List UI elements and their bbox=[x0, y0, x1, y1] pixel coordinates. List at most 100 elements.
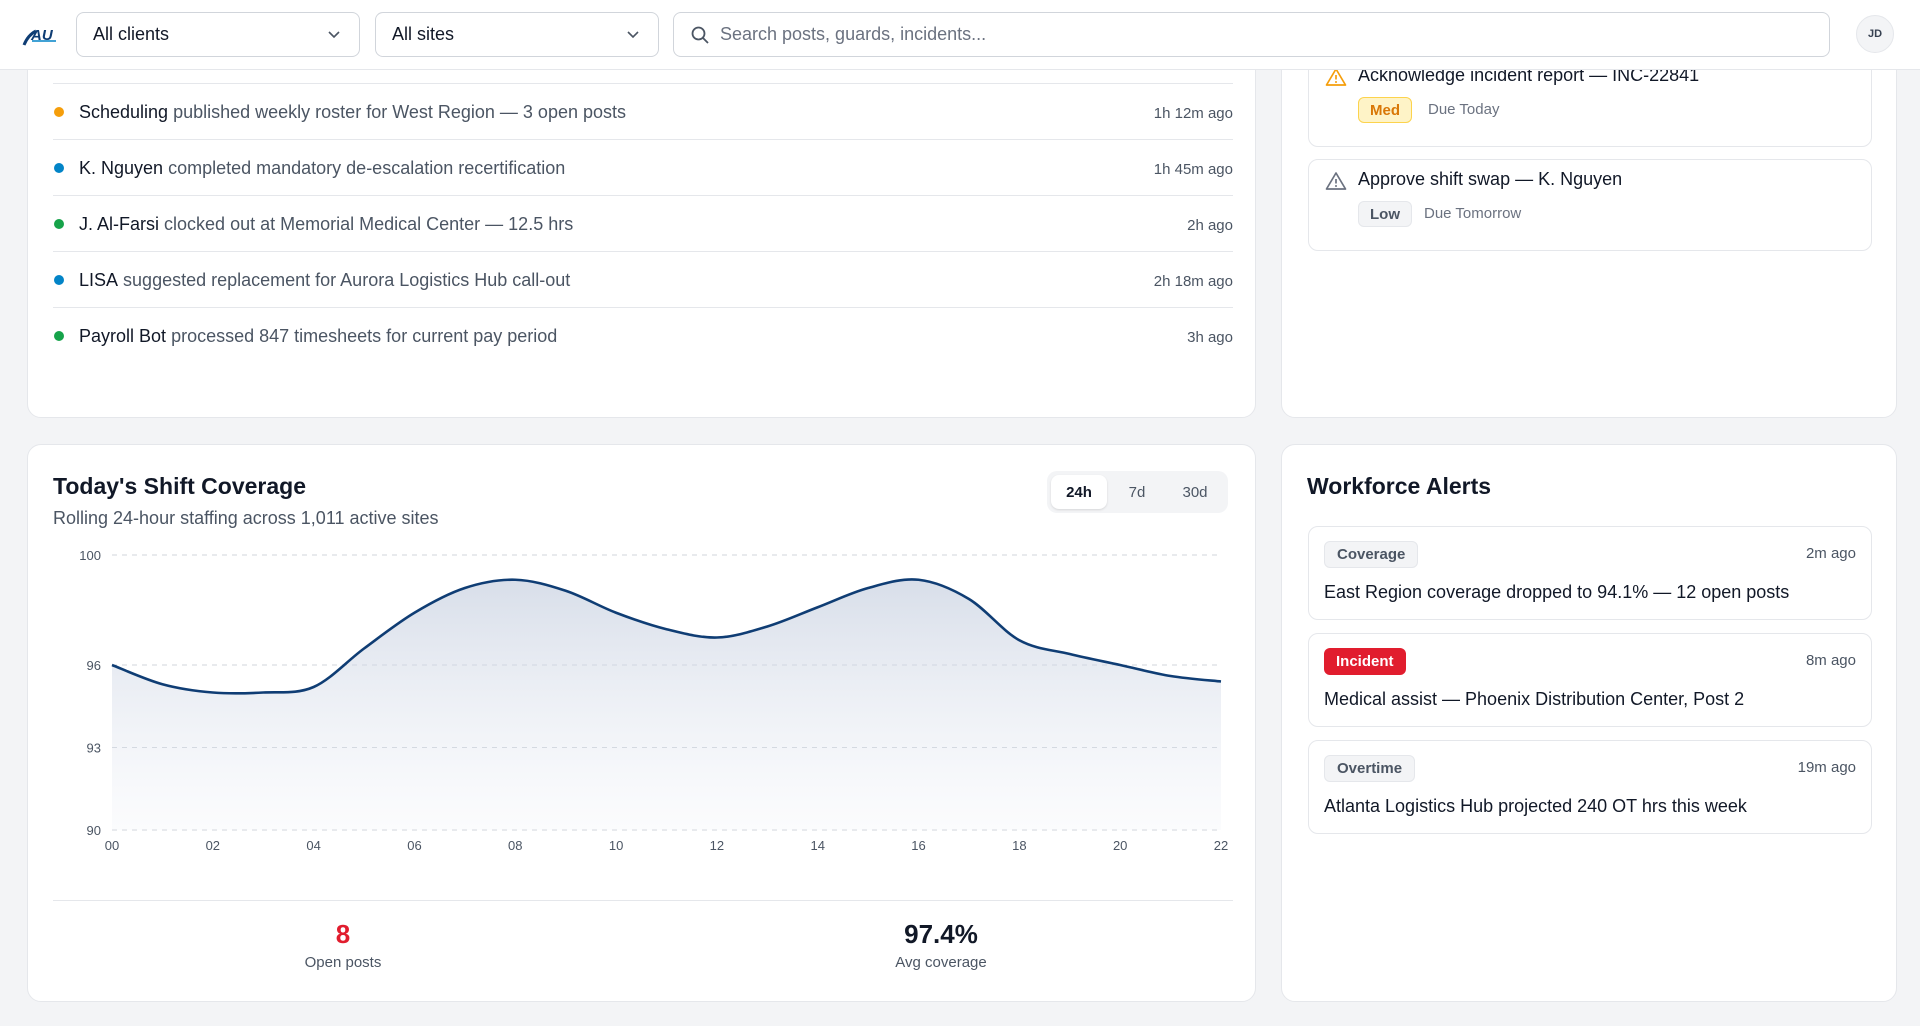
top-bar: AU All clients All sites Search posts, g… bbox=[0, 0, 1920, 70]
shift-coverage-card: Today's Shift Coverage Rolling 24-hour s… bbox=[27, 444, 1256, 1002]
range-option-7d[interactable]: 7d bbox=[1128, 483, 1146, 501]
workforce-alerts-card: Workforce Alerts Coverage 2m ago East Regi… bbox=[1281, 444, 1897, 1002]
warning-triangle-icon bbox=[1325, 172, 1347, 190]
stat-open-posts-value: 8 bbox=[335, 919, 351, 949]
approval-title: Acknowledge incident report — INC-22841 bbox=[1358, 65, 1700, 85]
client-filter-select[interactable]: All clients bbox=[76, 12, 360, 57]
stat-open-posts: 8 Open posts bbox=[223, 919, 463, 971]
x-tick-label: 04 bbox=[306, 838, 320, 853]
alerts-title: Workforce Alerts bbox=[1307, 473, 1492, 499]
activity-message: Scheduling published weekly roster for W… bbox=[79, 102, 626, 123]
x-tick-label: 20 bbox=[1113, 838, 1127, 853]
user-avatar[interactable]: JD bbox=[1856, 15, 1894, 53]
site-filter-value: All sites bbox=[392, 24, 455, 44]
priority-badge: Low bbox=[1358, 201, 1412, 227]
alert-message: Atlanta Logistics Hub projected 240 OT h… bbox=[1324, 796, 1747, 816]
alert-type-badge: Incident bbox=[1324, 648, 1406, 675]
site-filter-select[interactable]: All sites bbox=[375, 12, 659, 57]
stat-avg-coverage-value: 97.4% bbox=[904, 919, 978, 949]
alert-type-badge: Coverage bbox=[1324, 541, 1419, 568]
alert-message: Medical assist — Phoenix Distribution Ce… bbox=[1324, 689, 1745, 709]
activity-actor: Scheduling bbox=[79, 102, 169, 122]
x-tick-label: 18 bbox=[1012, 838, 1026, 853]
approval-item[interactable]: Approve shift swap — K. Nguyen Low Due Tom… bbox=[1308, 159, 1872, 251]
coverage-title: Today's Shift Coverage bbox=[53, 473, 306, 499]
priority-badge: Med bbox=[1358, 97, 1412, 123]
activity-time: 1h 45m ago bbox=[1153, 161, 1233, 178]
stat-open-posts-label: Open posts bbox=[304, 954, 382, 971]
alert-message: East Region coverage dropped to 94.1% — … bbox=[1324, 582, 1790, 602]
y-tick-label: 96 bbox=[87, 658, 101, 673]
y-tick-label: 100 bbox=[79, 548, 101, 563]
status-dot bbox=[54, 219, 64, 229]
activity-actor: J. Al-Farsi bbox=[79, 214, 160, 234]
x-tick-label: 22 bbox=[1214, 838, 1228, 853]
x-tick-label: 10 bbox=[609, 838, 623, 853]
stats-divider bbox=[53, 900, 1233, 901]
activity-actor: K. Nguyen bbox=[79, 158, 164, 178]
x-tick-label: 08 bbox=[508, 838, 522, 853]
alert-time: 2m ago bbox=[1805, 545, 1856, 562]
svg-text:AU: AU bbox=[30, 27, 54, 44]
activity-message: K. Nguyen completed mandatory de-escalat… bbox=[79, 158, 565, 179]
chevron-down-icon bbox=[328, 31, 340, 39]
client-filter-value: All clients bbox=[93, 24, 170, 44]
y-tick-label: 90 bbox=[87, 823, 101, 838]
status-dot bbox=[54, 107, 64, 117]
alert-time: 19m ago bbox=[1797, 759, 1856, 776]
coverage-series-line[interactable] bbox=[111, 578, 1222, 695]
company-logo[interactable]: AU bbox=[22, 21, 58, 49]
time-range-toggle: 24h 7d 30d bbox=[1047, 471, 1228, 513]
activity-actor: Payroll Bot bbox=[79, 326, 167, 346]
stat-avg-coverage: 97.4% Avg coverage bbox=[821, 919, 1061, 971]
status-dot bbox=[54, 163, 64, 173]
activity-message: LISA suggested replacement for Aurora Lo… bbox=[79, 270, 570, 291]
coverage-area-chart: 90 93 96 100 00 02 04 06 08 10 12 14 16 18 20 22 bbox=[79, 548, 1228, 853]
activity-feed-card: HELIAUS flagged motion anomaly at Phoeni… bbox=[27, 20, 1256, 418]
activity-time: 1h 12m ago bbox=[1153, 105, 1233, 122]
activity-text: suggested replacement for Aurora Logisti… bbox=[123, 270, 571, 290]
approval-due: Due Tomorrow bbox=[1424, 205, 1522, 222]
activity-text: published weekly roster for West Region … bbox=[173, 102, 626, 122]
pending-approvals-card: Acknowledge incident report — INC-22841 M… bbox=[1281, 20, 1897, 418]
activity-actor: LISA bbox=[79, 270, 119, 290]
chevron-down-icon bbox=[627, 31, 639, 39]
status-dot bbox=[54, 331, 64, 341]
activity-text: clocked out at Memorial Medical Center —… bbox=[164, 214, 574, 234]
x-tick-label: 16 bbox=[911, 838, 925, 853]
range-option-24h[interactable]: 24h bbox=[1051, 475, 1107, 509]
activity-message: Payroll Bot processed 847 timesheets for… bbox=[79, 326, 557, 347]
alert-type-badge: Overtime bbox=[1324, 755, 1416, 782]
activity-item[interactable]: J. Al-Farsi clocked out at Memorial Medi… bbox=[53, 196, 1233, 252]
stat-avg-coverage-label: Avg coverage bbox=[895, 954, 987, 971]
approval-title: Approve shift swap — K. Nguyen bbox=[1358, 169, 1623, 189]
alert-time: 8m ago bbox=[1805, 652, 1856, 669]
x-tick-label: 14 bbox=[810, 838, 824, 853]
y-tick-label: 93 bbox=[87, 741, 101, 756]
approval-due: Due Today bbox=[1428, 101, 1500, 118]
activity-item[interactable]: LISA suggested replacement for Aurora Lo… bbox=[53, 252, 1233, 308]
coverage-area-fill bbox=[112, 579, 1221, 830]
activity-time: 2h 18m ago bbox=[1153, 273, 1233, 290]
activity-item[interactable]: Payroll Bot processed 847 timesheets for… bbox=[53, 308, 1233, 364]
warning-triangle-icon bbox=[1325, 68, 1347, 86]
alert-item[interactable]: Coverage 2m ago East Region coverage dropp… bbox=[1308, 526, 1872, 620]
activity-item[interactable]: Scheduling published weekly roster for W… bbox=[53, 84, 1233, 140]
alert-item[interactable]: Overtime 19m ago Atlanta Logistics Hub pro… bbox=[1308, 740, 1872, 834]
range-option-30d[interactable]: 30d bbox=[1182, 483, 1208, 501]
x-tick-label: 12 bbox=[710, 838, 724, 853]
activity-time: 3h ago bbox=[1187, 329, 1233, 346]
search-icon bbox=[691, 26, 709, 44]
alert-item[interactable]: Incident 8m ago Medical assist — Phoenix D… bbox=[1308, 633, 1872, 727]
coverage-subtitle: Rolling 24-hour staffing across 1,011 ac… bbox=[53, 508, 439, 528]
activity-text: completed mandatory de-escalation recert… bbox=[168, 158, 566, 178]
x-tick-label: 02 bbox=[206, 838, 220, 853]
status-dot bbox=[54, 275, 64, 285]
search-placeholder: Search posts, guards, incidents... bbox=[720, 24, 987, 44]
approval-item[interactable]: Acknowledge incident report — INC-22841 M… bbox=[1308, 55, 1872, 147]
x-tick-label: 00 bbox=[105, 838, 119, 853]
activity-item[interactable]: K. Nguyen completed mandatory de-escalat… bbox=[53, 140, 1233, 196]
x-tick-label: 06 bbox=[407, 838, 421, 853]
search-input[interactable]: Search posts, guards, incidents... bbox=[673, 12, 1830, 57]
activity-time: 2h ago bbox=[1187, 217, 1233, 234]
